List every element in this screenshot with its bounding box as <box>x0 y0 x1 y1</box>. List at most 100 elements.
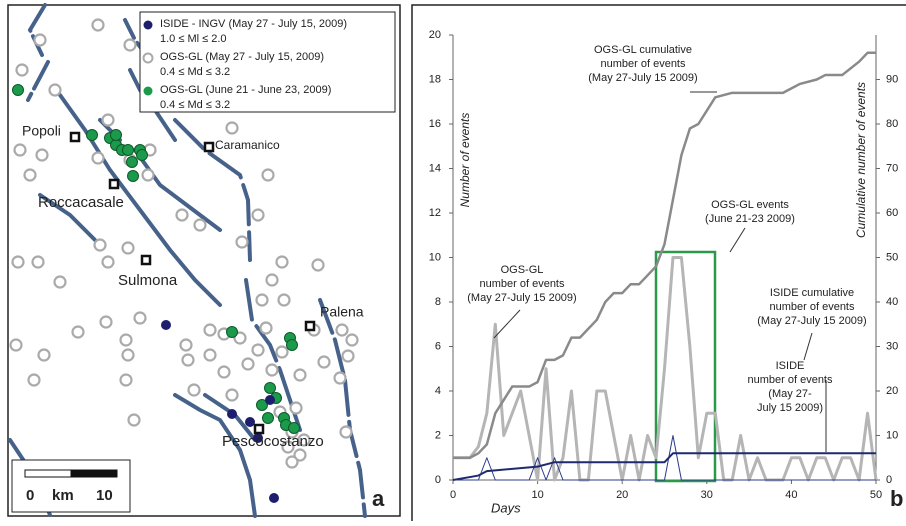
y2-tick-label: 0 <box>886 474 892 486</box>
event-ogs <box>91 151 105 165</box>
event-ogs <box>123 38 137 52</box>
annotation: number of events <box>748 374 833 386</box>
legend-symbol <box>143 20 153 30</box>
y-tick-label: 20 <box>429 29 441 41</box>
events <box>9 18 391 503</box>
event-ogs <box>33 33 47 47</box>
event-ogs <box>265 273 279 287</box>
event-ogs <box>277 293 291 307</box>
event-ogs <box>35 148 49 162</box>
event-ogs-june <box>127 170 139 182</box>
annotation: number of events <box>770 301 855 313</box>
event-ogs-june <box>136 149 148 161</box>
annotation: July 15 2009) <box>757 402 823 414</box>
event-ogs-june <box>110 129 122 141</box>
y-tick-label: 12 <box>429 207 441 219</box>
y-tick-label: 8 <box>435 296 441 308</box>
event-ogs <box>48 83 62 97</box>
y-tick-label: 10 <box>429 251 441 263</box>
event-ogs <box>333 371 347 385</box>
x-tick-label: 10 <box>531 489 543 501</box>
town-label: Palena <box>320 304 364 320</box>
annotation: OGS-GL <box>501 264 544 276</box>
annotation: ISIDE cumulative <box>770 287 854 299</box>
event-ogs <box>9 338 23 352</box>
event-ogs-june <box>226 326 238 338</box>
y-tick-label: 14 <box>429 162 441 174</box>
event-iside <box>227 409 237 419</box>
y2-tick-label: 90 <box>886 73 898 85</box>
event-ogs-june <box>264 382 276 394</box>
event-ogs <box>241 357 255 371</box>
event-ogs-june <box>286 339 298 351</box>
y2-tick-label: 20 <box>886 385 898 397</box>
event-ogs <box>345 333 359 347</box>
event-iside <box>161 320 171 330</box>
annotation: (May 27- <box>768 388 812 400</box>
event-ogs <box>259 321 273 335</box>
event-ogs-june <box>122 144 134 156</box>
town-label: Sulmona <box>118 272 178 289</box>
event-ogs <box>119 373 133 387</box>
event-ogs <box>251 343 265 357</box>
event-ogs <box>133 311 147 325</box>
town-label: Popoli <box>22 123 61 139</box>
y2-tick-label: 50 <box>886 251 898 263</box>
annotation: OGS-GL events <box>711 199 789 211</box>
event-ogs <box>121 348 135 362</box>
event-ogs <box>99 315 113 329</box>
event-ogs <box>13 143 27 157</box>
legend-label: ISIDE - INGV (May 27 - July 15, 2009) <box>160 18 347 30</box>
scale-bar <box>70 469 118 478</box>
event-ogs <box>255 293 269 307</box>
y2-axis-label: Cumulative number of events <box>854 82 868 238</box>
town-label: Roccacasale <box>38 194 124 211</box>
legend-label: OGS-GL (May 27 - July 15, 2009) <box>160 51 324 63</box>
scale-label: 0 <box>26 487 34 504</box>
legend-label: OGS-GL (June 21 - June 23, 2009) <box>160 84 331 96</box>
event-ogs-june <box>262 412 274 424</box>
event-ogs <box>203 348 217 362</box>
y2-tick-label: 80 <box>886 118 898 130</box>
chart-panel: 0 2 4 6 8 10 12 14 16 18 20 0 10 20 30 40 50 60 70 80 90 0 10 2… <box>411 4 906 526</box>
event-ogs <box>265 363 279 377</box>
event-ogs <box>119 333 133 347</box>
highlight-box <box>654 250 717 483</box>
y-tick-label: 18 <box>429 73 441 85</box>
annotation: (May 27-July 15 2009) <box>757 315 866 327</box>
event-iside <box>269 493 279 503</box>
event-ogs-june <box>86 129 98 141</box>
y2-tick-label: 70 <box>886 162 898 174</box>
event-ogs-june <box>12 84 24 96</box>
event-ogs <box>91 18 105 32</box>
event-ogs <box>27 373 41 387</box>
event-ogs <box>293 368 307 382</box>
event-ogs <box>335 323 349 337</box>
event-ogs <box>339 425 353 439</box>
event-ogs <box>53 275 67 289</box>
x-tick-label: 0 <box>450 489 456 501</box>
event-ogs <box>275 345 289 359</box>
leader-line <box>493 309 521 339</box>
event-ogs <box>127 413 141 427</box>
annotation: (May 27-July 15 2009) <box>588 72 697 84</box>
event-ogs <box>225 388 239 402</box>
event-ogs <box>101 255 115 269</box>
x-tick-label: 40 <box>785 489 797 501</box>
x-tick-label: 20 <box>616 489 628 501</box>
event-ogs <box>23 168 37 182</box>
y-tick-label: 16 <box>429 118 441 130</box>
event-ogs <box>285 455 299 469</box>
event-ogs-june <box>288 422 300 434</box>
town-label: Pescocostanzo <box>222 433 324 450</box>
scale-box <box>11 459 131 513</box>
annotation: number of events <box>480 278 565 290</box>
scale-label: 10 <box>96 487 113 504</box>
event-ogs <box>217 365 231 379</box>
event-ogs-june <box>256 399 268 411</box>
legend-box <box>139 11 396 113</box>
legend-range: 0.4 ≤ Md ≤ 3.2 <box>160 99 230 111</box>
event-ogs <box>93 238 107 252</box>
event-ogs <box>341 349 355 363</box>
x-tick-label: 30 <box>701 489 713 501</box>
